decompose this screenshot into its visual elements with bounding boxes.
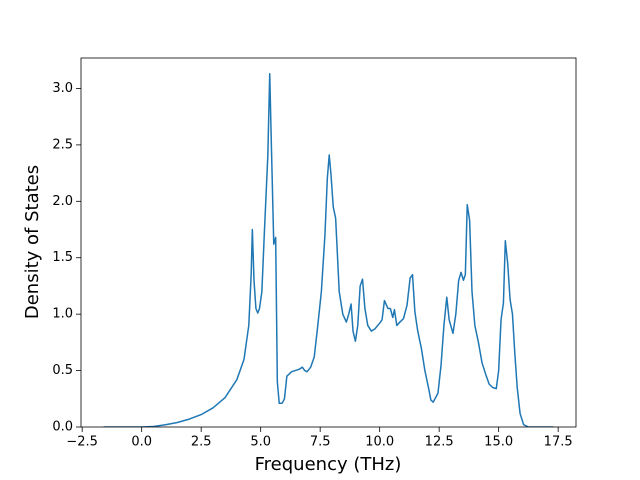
y-tick-label: 2.5 <box>52 137 73 152</box>
x-tick-label: 2.5 <box>191 435 212 450</box>
x-tick-label: 5.0 <box>250 435 271 450</box>
dos-line <box>103 73 554 427</box>
y-tick-label: 1.0 <box>52 307 73 322</box>
y-axis-label: Density of States <box>22 165 43 319</box>
x-axis-label: Frequency (THz) <box>255 454 402 475</box>
x-tick-label: 0.0 <box>131 435 152 450</box>
y-tick-label: 3.0 <box>52 81 73 96</box>
x-tick-label: 12.5 <box>425 435 454 450</box>
y-tick-label: 1.5 <box>52 250 73 265</box>
x-tick-label: 15.0 <box>484 435 513 450</box>
y-tick-label: 0.5 <box>52 363 73 378</box>
plot-frame <box>80 57 577 428</box>
x-tick-label: 10.0 <box>365 435 394 450</box>
x-tick-label: 7.5 <box>310 435 331 450</box>
x-tick-label: −2.5 <box>66 435 98 450</box>
y-tick-label: 0.0 <box>52 420 73 435</box>
y-tick-label: 2.0 <box>52 194 73 209</box>
x-tick-label: 17.5 <box>544 435 573 450</box>
